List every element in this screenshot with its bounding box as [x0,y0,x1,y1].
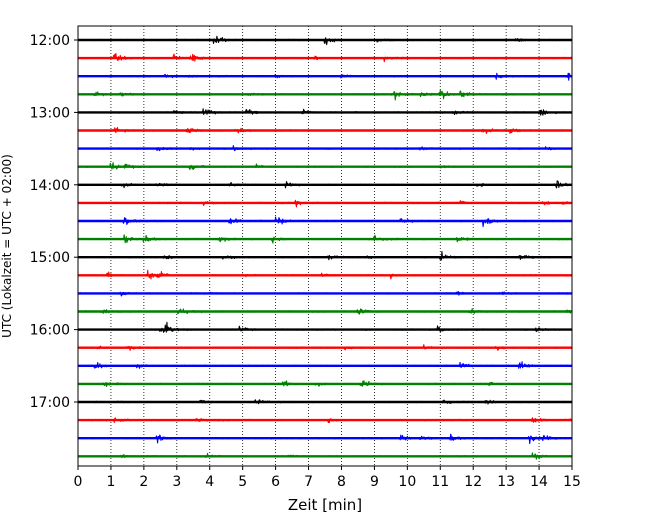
x-tick-label: 12 [464,474,482,490]
x-tick-label: 4 [205,474,214,490]
x-tick-label: 8 [337,474,346,490]
y-tick-label: 17:00 [30,395,70,411]
y-tick-label: 12:00 [30,33,70,49]
y-tick-label: 13:00 [30,105,70,121]
x-grid [110,26,540,466]
x-tick-label: 3 [172,474,181,490]
y-tick-label: 15:00 [30,250,70,266]
x-tick-label: 14 [530,474,548,490]
x-tick-label: 0 [74,474,83,490]
x-tick-label: 11 [431,474,449,490]
x-tick-label: 6 [271,474,280,490]
y-axis-label: UTC (Lokalzeit = UTC + 02:00) [0,154,14,338]
x-tick-label: 13 [497,474,515,490]
x-axis: 0 1 2 3 4 5 6 7 8 9 10 11 12 13 14 15 [74,466,581,490]
x-tick-label: 1 [106,474,115,490]
x-tick-label: 7 [304,474,313,490]
y-axis: 12:00 13:00 14:00 15:00 16:00 17:00 [30,33,78,411]
y-tick-label: 16:00 [30,323,70,339]
x-tick-label: 15 [563,474,581,490]
traces-group [77,35,573,460]
x-tick-label: 5 [238,474,247,490]
x-tick-label: 10 [398,474,416,490]
y-tick-label: 14:00 [30,178,70,194]
x-axis-label: Zeit [min] [288,496,362,514]
trace-12 [77,250,573,261]
x-tick-label: 9 [370,474,379,490]
x-tick-label: 2 [139,474,148,490]
plot-frame [77,25,573,467]
trace-16 [77,321,573,333]
